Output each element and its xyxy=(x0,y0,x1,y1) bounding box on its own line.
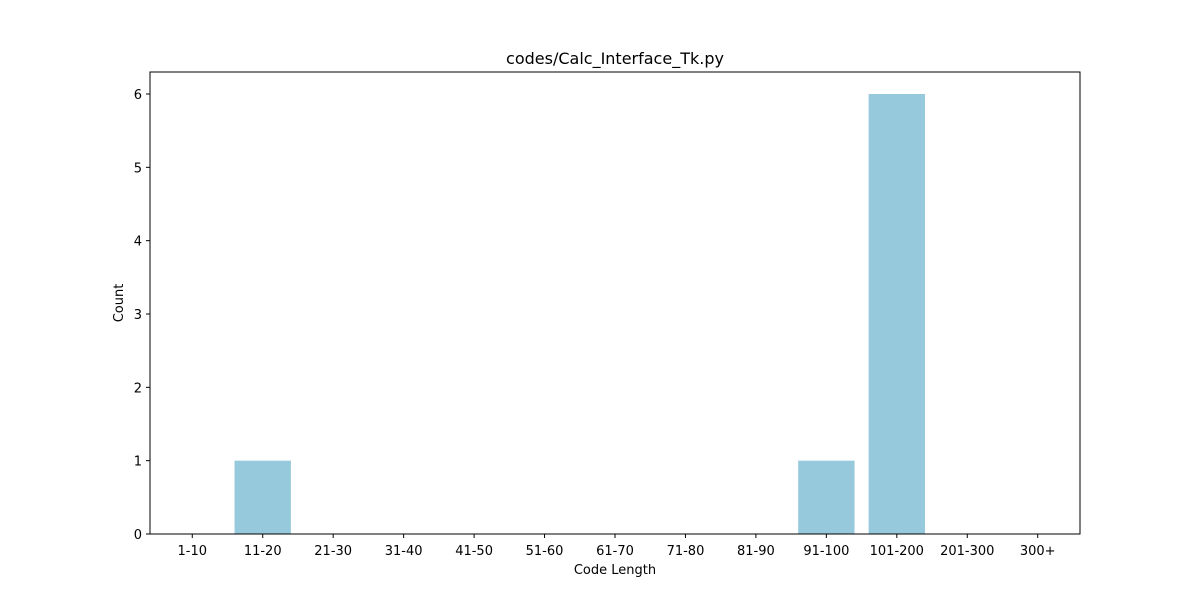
y-tick-label: 0 xyxy=(134,528,142,543)
x-tick-label: 31-40 xyxy=(385,544,423,559)
bars-layer xyxy=(234,94,925,534)
y-tick-label: 6 xyxy=(134,88,142,103)
bar-91-100 xyxy=(798,460,855,534)
x-tick-label: 201-300 xyxy=(940,544,994,559)
x-axis-label: Code Length xyxy=(574,563,656,578)
x-tick-label: 11-20 xyxy=(244,544,282,559)
y-axis: 0 1 2 3 4 5 6 xyxy=(134,88,150,543)
bar-11-20 xyxy=(234,460,291,534)
x-tick-label: 71-80 xyxy=(667,544,705,559)
x-tick-label: 101-200 xyxy=(870,544,924,559)
y-tick-label: 1 xyxy=(134,455,142,470)
x-tick-label: 81-90 xyxy=(737,544,775,559)
bar-101-200 xyxy=(868,94,925,534)
x-tick-label: 41-50 xyxy=(455,544,493,559)
y-tick-label: 4 xyxy=(134,235,142,250)
x-tick-label: 300+ xyxy=(1020,544,1056,559)
x-axis: 1-10 11-20 21-30 31-40 41-50 51-60 61-70 71-80 8… xyxy=(178,534,1056,559)
x-tick-label: 51-60 xyxy=(526,544,564,559)
chart-title: codes/Calc_Interface_Tk.py xyxy=(506,49,724,69)
y-tick-label: 5 xyxy=(134,161,142,176)
y-tick-label: 3 xyxy=(134,308,142,323)
x-tick-label: 1-10 xyxy=(178,544,208,559)
y-tick-label: 2 xyxy=(134,381,142,396)
x-tick-label: 61-70 xyxy=(596,544,634,559)
y-axis-label: Count xyxy=(112,284,127,323)
x-tick-label: 91-100 xyxy=(803,544,849,559)
x-tick-label: 21-30 xyxy=(314,544,352,559)
